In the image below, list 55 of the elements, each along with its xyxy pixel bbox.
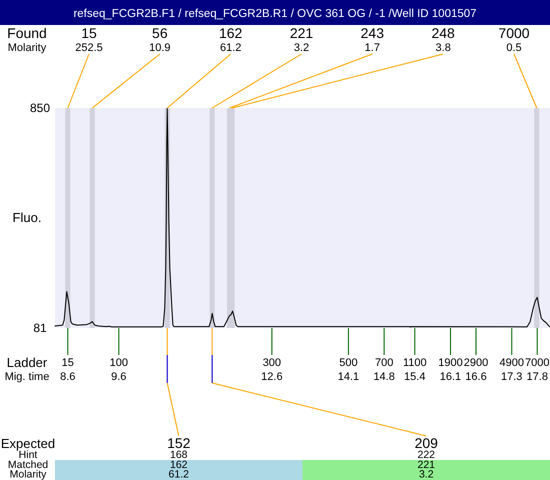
band-label: 221 [290, 25, 314, 41]
text: 500 [339, 357, 358, 369]
chart-title: refseq_FCGR2B.F1 / refseq_FCGR2B.R1 / OVC 361 OG / -1 /Well ID 1001507 [73, 8, 477, 20]
x-tick-label: 16.1 [440, 371, 462, 383]
annotation: 252.5 [75, 42, 103, 54]
text: Molarity [10, 468, 48, 480]
y-tick-label: 850 [30, 101, 50, 115]
band-label: 15 [81, 25, 97, 41]
x-tick-label: 14.1 [338, 371, 360, 383]
x-tick-label: 16.6 [465, 371, 487, 383]
band-label: 243 [360, 25, 384, 41]
x-tick-label: 17.8 [526, 371, 548, 383]
text: Ladder [6, 355, 48, 370]
band-label: 248 [431, 25, 456, 41]
annotation: 209 [414, 435, 438, 451]
x-tick-label: 12.6 [261, 371, 283, 383]
annotation: 0.5 [506, 42, 522, 54]
text: 4900 [499, 357, 524, 369]
annotation: 3.8 [436, 42, 451, 54]
x-tick-label: 9.6 [111, 371, 126, 383]
band-label: 162 [218, 25, 243, 41]
band-label: 56 [152, 25, 168, 41]
annotation: 61.2 [220, 42, 242, 54]
x-tick-label: 15.4 [404, 371, 426, 383]
annotation: 1.7 [364, 42, 380, 54]
text: 15 [62, 357, 74, 369]
annotation: 10.9 [149, 42, 171, 54]
text: 222 [417, 449, 436, 461]
text: 1900 [438, 357, 463, 369]
text: 100 [110, 357, 128, 369]
text: Expected [0, 436, 56, 451]
x-tick-label: 14.8 [373, 371, 395, 383]
text: Found [7, 25, 47, 41]
x-tick-label: 8.6 [60, 371, 76, 383]
x-axis-title: Mig. time [4, 371, 50, 383]
y-tick-label: 81 [33, 321, 47, 335]
text: 700 [374, 357, 394, 369]
text: Molarity [8, 42, 47, 54]
annotation: 152 [167, 435, 191, 451]
line-series [54, 108, 550, 328]
text: 7000 [525, 357, 550, 369]
y-axis-title: Fluo. [12, 210, 42, 225]
band-label: 7000 [498, 25, 530, 41]
text: 162 [170, 459, 188, 471]
text: Matched [8, 459, 48, 471]
text: 61.2 [168, 468, 190, 480]
x-tick-label: 17.3 [501, 371, 522, 383]
text: 2900 [464, 357, 488, 369]
text: 1100 [402, 357, 427, 369]
text: Hint [18, 449, 38, 461]
text: 168 [170, 449, 188, 461]
annotation: 3.2 [294, 42, 310, 54]
text: 300 [262, 357, 282, 369]
text: 3.2 [418, 468, 434, 480]
text: 221 [417, 459, 436, 471]
